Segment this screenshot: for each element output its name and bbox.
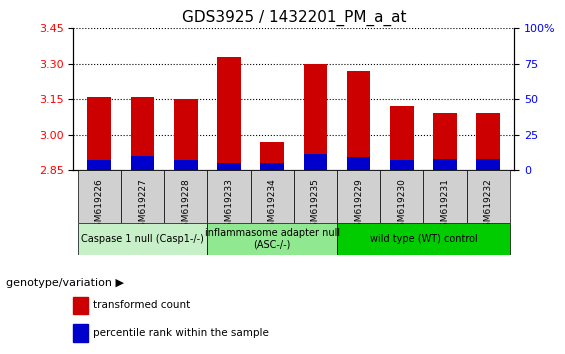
FancyBboxPatch shape xyxy=(337,223,510,255)
FancyBboxPatch shape xyxy=(337,170,380,223)
FancyBboxPatch shape xyxy=(251,170,294,223)
Text: genotype/variation ▶: genotype/variation ▶ xyxy=(6,278,124,288)
Text: GSM619229: GSM619229 xyxy=(354,178,363,233)
Text: GSM619228: GSM619228 xyxy=(181,178,190,233)
FancyBboxPatch shape xyxy=(207,223,337,255)
Bar xyxy=(260,142,284,170)
Bar xyxy=(390,160,414,170)
Bar xyxy=(347,71,371,170)
Bar xyxy=(476,113,500,170)
Bar xyxy=(347,157,371,170)
Text: inflammasome adapter null
(ASC-/-): inflammasome adapter null (ASC-/-) xyxy=(205,228,340,250)
Text: GSM619227: GSM619227 xyxy=(138,178,147,233)
Bar xyxy=(476,159,500,170)
FancyBboxPatch shape xyxy=(78,223,207,255)
Text: wild type (WT) control: wild type (WT) control xyxy=(370,234,477,244)
Text: GSM619231: GSM619231 xyxy=(441,178,450,233)
Text: GSM619232: GSM619232 xyxy=(484,178,493,233)
Text: GSM619235: GSM619235 xyxy=(311,178,320,233)
FancyBboxPatch shape xyxy=(164,170,207,223)
Text: GSM619230: GSM619230 xyxy=(397,178,406,233)
Bar xyxy=(303,64,327,170)
FancyBboxPatch shape xyxy=(380,170,423,223)
Bar xyxy=(303,154,327,170)
Bar xyxy=(433,159,457,170)
Text: GSM619234: GSM619234 xyxy=(268,178,277,233)
Bar xyxy=(390,106,414,170)
Bar xyxy=(131,156,154,170)
FancyBboxPatch shape xyxy=(467,170,510,223)
Bar xyxy=(73,324,88,342)
Bar xyxy=(88,160,111,170)
Text: GSM619233: GSM619233 xyxy=(224,178,233,233)
Bar xyxy=(174,160,198,170)
Title: GDS3925 / 1432201_PM_a_at: GDS3925 / 1432201_PM_a_at xyxy=(181,9,406,25)
Text: percentile rank within the sample: percentile rank within the sample xyxy=(93,328,269,338)
Bar xyxy=(131,97,154,170)
FancyBboxPatch shape xyxy=(294,170,337,223)
Bar xyxy=(433,113,457,170)
Text: transformed count: transformed count xyxy=(93,301,190,310)
Bar xyxy=(217,163,241,170)
Bar xyxy=(73,297,88,314)
FancyBboxPatch shape xyxy=(423,170,467,223)
Text: Caspase 1 null (Casp1-/-): Caspase 1 null (Casp1-/-) xyxy=(81,234,204,244)
FancyBboxPatch shape xyxy=(121,170,164,223)
Bar xyxy=(174,99,198,170)
FancyBboxPatch shape xyxy=(207,170,251,223)
Bar xyxy=(217,57,241,170)
Bar xyxy=(88,97,111,170)
FancyBboxPatch shape xyxy=(78,170,121,223)
Bar xyxy=(260,163,284,170)
Text: GSM619226: GSM619226 xyxy=(95,178,104,233)
